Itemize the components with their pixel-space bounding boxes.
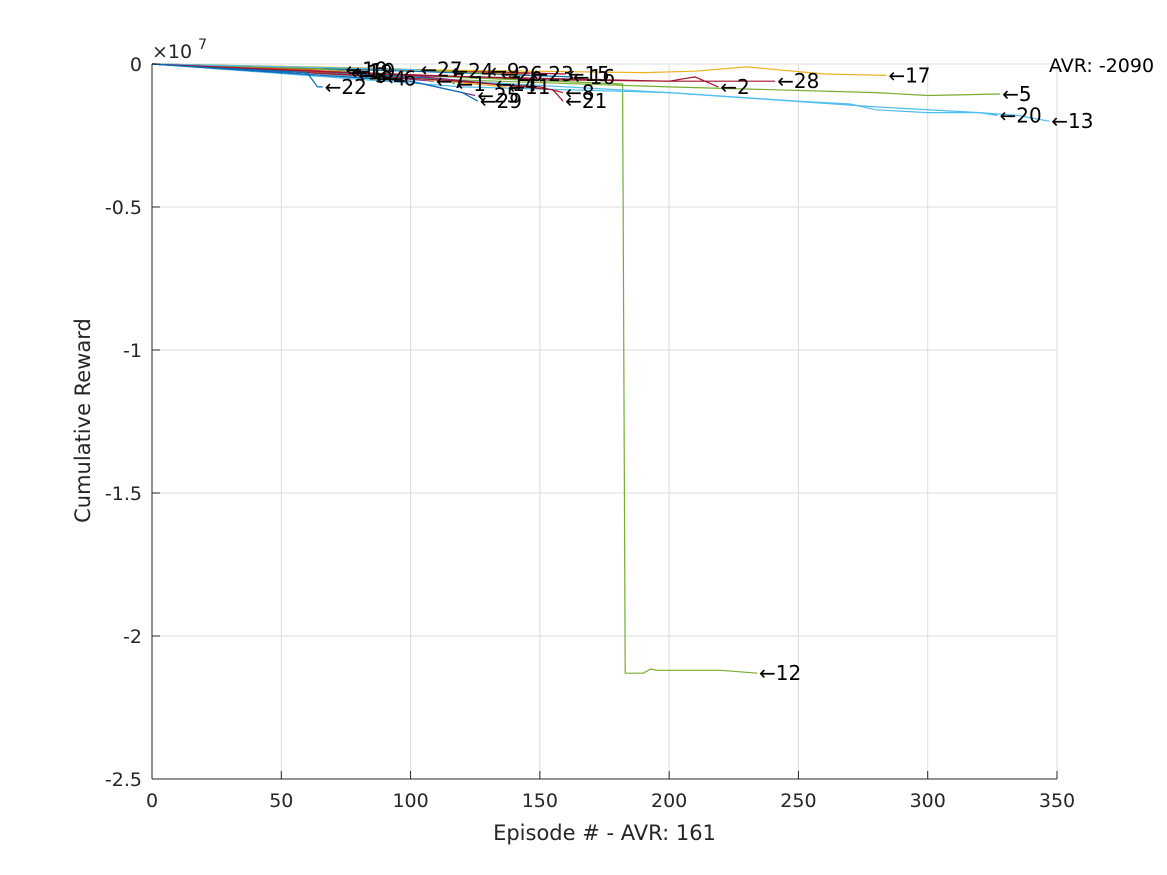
series-label-8: ←8 xyxy=(565,81,594,105)
x-axis-label: Episode # - AVR: 161 xyxy=(493,821,716,845)
x-tick-label: 100 xyxy=(392,790,428,812)
series-label-24: ←24 xyxy=(451,59,493,83)
x-tick-label: 350 xyxy=(1039,790,1075,812)
avr-annotation: AVR: -2090 xyxy=(1049,55,1154,77)
y-tick-label: -1.5 xyxy=(105,483,142,505)
series-label-26: ←26 xyxy=(500,62,542,86)
series-label-3: ←3 xyxy=(358,63,387,87)
series-label-16: ←16 xyxy=(573,65,615,89)
series-label-23: ←23 xyxy=(532,62,574,86)
series-label-29: ←29 xyxy=(480,89,522,113)
series-label-1: ←1 xyxy=(457,72,486,96)
series-line-20 xyxy=(151,63,998,117)
series-label-27: ←27 xyxy=(420,58,462,82)
y-axis-label: Cumulative Reward xyxy=(71,318,95,523)
series-line-28 xyxy=(151,63,776,82)
x-tick-label: 0 xyxy=(146,790,158,812)
series-label-25: ←25 xyxy=(477,83,519,107)
plot-area xyxy=(152,64,1057,779)
y-axis-multiplier-exponent: 7 xyxy=(198,37,207,53)
series-label-15: ←15 xyxy=(568,62,610,86)
series-label-14: ←14 xyxy=(495,72,537,96)
x-tick-label: 150 xyxy=(522,790,558,812)
series-line-13 xyxy=(151,63,1050,122)
x-tick-label: 200 xyxy=(651,790,687,812)
series-label-13: ←13 xyxy=(1051,109,1093,133)
axes xyxy=(151,64,1057,780)
series-label-6: ←6 xyxy=(387,66,416,90)
series-label-20: ←20 xyxy=(1000,103,1042,127)
series-label-17: ←17 xyxy=(888,63,930,87)
series-label-9: ←9 xyxy=(490,59,519,83)
y-axis-multiplier-base: ×10 xyxy=(152,41,192,63)
series-label-28: ←28 xyxy=(777,69,819,93)
y-tick-label: -2 xyxy=(123,626,142,648)
y-tick-label: -1 xyxy=(123,340,142,362)
tick-labels: 0 50 100 150 200 250 300 350 0 -0.5 -1 -1.5 -2 -2.5 xyxy=(105,54,1075,812)
x-tick-label: 300 xyxy=(910,790,946,812)
series-line-29 xyxy=(151,63,479,102)
series-line-27 xyxy=(151,63,419,71)
series-labels: ←1 ←2←3←4←5←6 ←7 ←8←9←10←11←12←13←14 ←15←16 ←… xyxy=(325,58,1094,685)
series-label-4: ←4 xyxy=(376,66,405,90)
series-label-22: ←22 xyxy=(325,75,367,99)
series-label-5: ←5 xyxy=(1002,82,1031,106)
x-tick-label: 250 xyxy=(780,790,816,812)
series-label-11: ←11 xyxy=(508,75,550,99)
series-lines xyxy=(151,63,1050,674)
y-tick-label: -0.5 xyxy=(105,197,142,219)
series-line-22 xyxy=(151,63,323,88)
x-tick-label: 50 xyxy=(269,790,293,812)
series-label-10: ←10 xyxy=(345,58,387,82)
series-line-12 xyxy=(151,63,758,674)
series-label-7: ←7 xyxy=(436,69,465,93)
series-label-2: ←2 xyxy=(720,75,749,99)
series-label-21: ←21 xyxy=(565,89,607,113)
series-label-19: ←19 xyxy=(353,59,395,83)
series-label-12: ←12 xyxy=(759,661,801,685)
y-tick-label: 0 xyxy=(130,54,142,76)
series-label-18: ←18 xyxy=(351,61,393,85)
y-tick-label: -2.5 xyxy=(105,769,142,791)
y-axis-multiplier: ×10 7 xyxy=(152,37,207,63)
